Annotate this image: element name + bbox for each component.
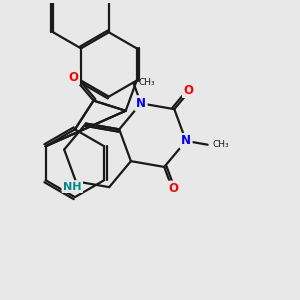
Text: O: O: [183, 83, 194, 97]
Text: N: N: [136, 97, 146, 110]
Text: CH₃: CH₃: [139, 78, 155, 87]
Text: NH: NH: [63, 182, 82, 192]
Text: O: O: [183, 83, 194, 97]
Text: O: O: [68, 70, 78, 84]
Text: CH₃: CH₃: [213, 140, 230, 149]
Text: N: N: [181, 134, 191, 147]
Text: O: O: [68, 70, 78, 84]
Text: N: N: [181, 134, 191, 147]
Text: O: O: [169, 182, 179, 195]
Text: NH: NH: [63, 182, 82, 192]
Text: N: N: [136, 97, 146, 110]
Text: O: O: [169, 182, 179, 195]
